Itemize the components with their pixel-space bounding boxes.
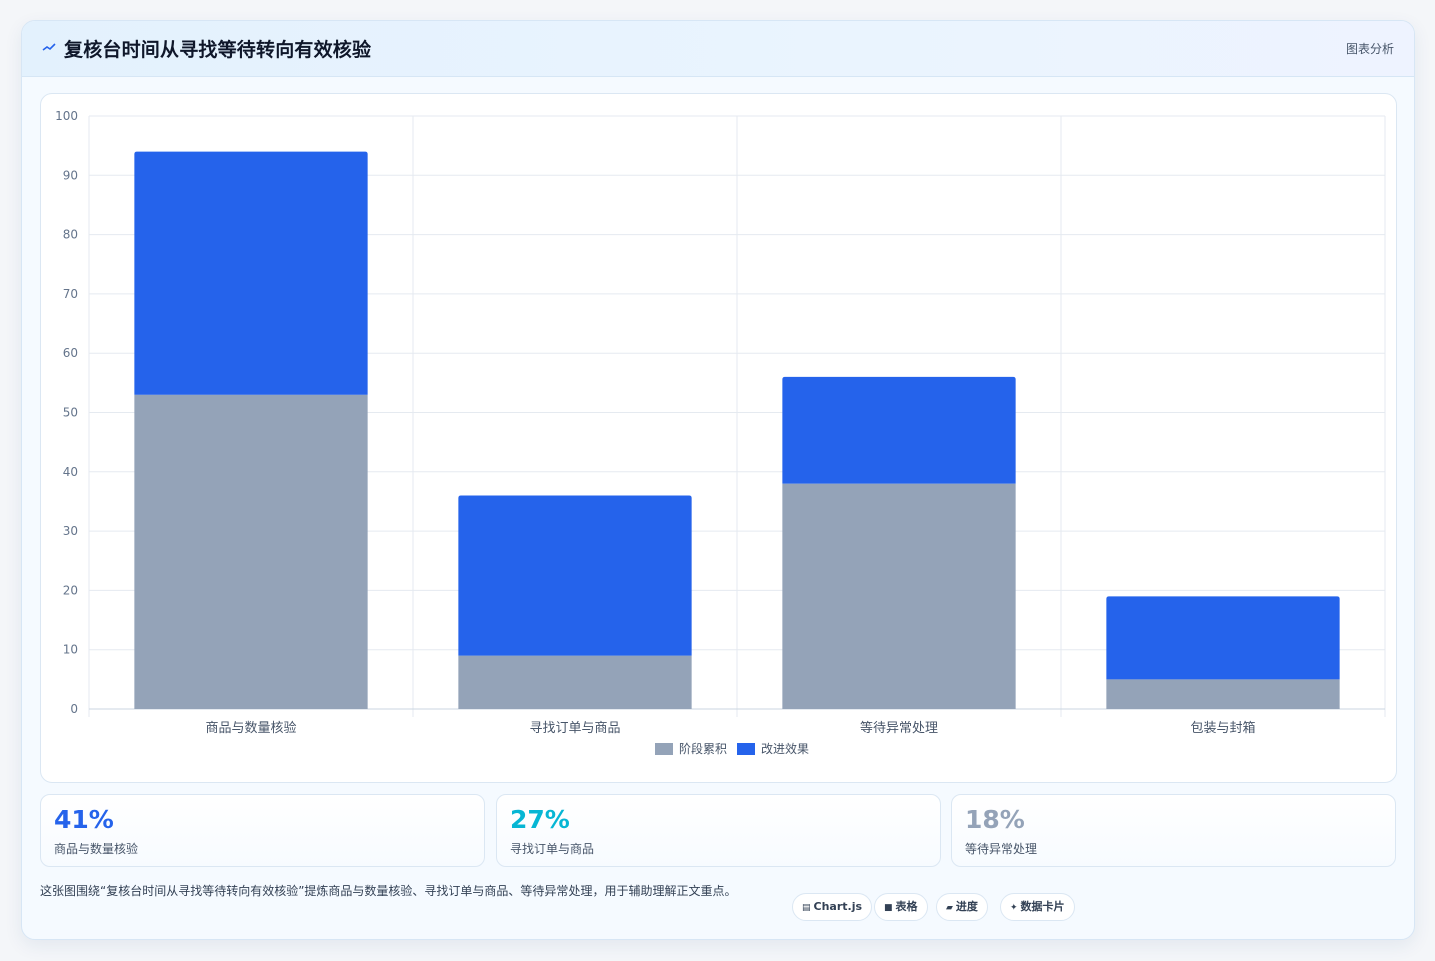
stat-value: 27% bbox=[510, 805, 570, 834]
bar-segment bbox=[782, 376, 1016, 484]
tag-data-cards[interactable]: ✦ 数据卡片 bbox=[1000, 893, 1075, 921]
bar-segment bbox=[1106, 596, 1340, 680]
x-tick-label: 商品与数量核验 bbox=[205, 720, 296, 736]
stat-label: 寻找订单与商品 bbox=[510, 842, 595, 856]
tag-chartjs[interactable]: ▤ Chart.js bbox=[792, 893, 873, 921]
stacked-bar-chart: 0 10 20 30 40 50 60 70 80 90 100 商品与数量核验 寻找订单与商品 等待异常… bbox=[55, 109, 1386, 756]
trend-icon bbox=[42, 43, 56, 51]
card-header: 复核台时间从寻找等待转向有效核验 图表分析 bbox=[22, 21, 1414, 77]
tag-label: Chart.js bbox=[813, 900, 863, 913]
stat-label: 等待异常处理 bbox=[965, 842, 1038, 856]
chart-panel: 0 10 20 30 40 50 60 70 80 90 100 商品与数量核验 寻找订单与商品 等待异常… bbox=[40, 93, 1397, 783]
chart-analysis-tag: 图表分析 bbox=[1345, 42, 1394, 56]
y-tick-label: 50 bbox=[63, 406, 78, 420]
chart-card: 复核台时间从寻找等待转向有效核验 图表分析 0 10 20 30 40 50 60 70 80 9… bbox=[21, 20, 1415, 940]
y-tick-label: 70 bbox=[63, 287, 78, 301]
y-tick-label: 20 bbox=[63, 583, 78, 597]
legend-swatch bbox=[655, 743, 673, 755]
x-tick-label: 等待异常处理 bbox=[860, 720, 938, 736]
x-tick-label: 包装与封箱 bbox=[1190, 720, 1255, 736]
y-tick-label: 0 bbox=[70, 702, 78, 716]
legend-label: 改进效果 bbox=[761, 741, 809, 756]
tag-table[interactable]: ■ 表格 bbox=[874, 893, 928, 921]
bar-segment bbox=[458, 655, 692, 709]
description-note: 这张图围绕“复核台时间从寻找等待转向有效核验”提炼商品与数量核验、寻找订单与商品… bbox=[40, 884, 737, 898]
sparkle-icon: ✦ bbox=[1010, 903, 1018, 913]
tag-progress[interactable]: ▰ 进度 bbox=[936, 893, 988, 921]
bar-segment bbox=[134, 394, 368, 709]
stat-card: 18% 等待异常处理 bbox=[951, 794, 1396, 867]
bar-segment bbox=[782, 483, 1016, 709]
tag-label: 表格 bbox=[895, 900, 918, 913]
stat-value: 18% bbox=[965, 805, 1025, 834]
y-tick-label: 80 bbox=[63, 228, 78, 242]
stat-card: 41% 商品与数量核验 bbox=[40, 794, 485, 867]
y-tick-label: 40 bbox=[63, 465, 78, 479]
chart-icon: ▤ bbox=[802, 903, 811, 913]
tag-label: 数据卡片 bbox=[1020, 900, 1065, 913]
bar-segment bbox=[1106, 679, 1340, 709]
legend-label: 阶段累积 bbox=[679, 741, 727, 756]
x-tick-label: 寻找订单与商品 bbox=[529, 721, 620, 736]
y-tick-label: 60 bbox=[63, 346, 78, 360]
y-tick-label: 90 bbox=[63, 168, 78, 182]
stat-card: 27% 寻找订单与商品 bbox=[496, 794, 941, 867]
legend-swatch bbox=[737, 743, 755, 755]
stat-cards: 41% 商品与数量核验 27% 寻找订单与商品 18% 等待异常处理 bbox=[40, 794, 1397, 867]
y-tick-label: 30 bbox=[63, 524, 78, 538]
stat-value: 41% bbox=[54, 805, 114, 834]
stat-label: 商品与数量核验 bbox=[54, 842, 139, 856]
card-title: 复核台时间从寻找等待转向有效核验 bbox=[64, 39, 372, 61]
table-icon: ■ bbox=[884, 903, 893, 913]
y-tick-label: 10 bbox=[63, 643, 78, 657]
progress-icon: ▰ bbox=[946, 903, 953, 913]
tag-label: 进度 bbox=[955, 900, 978, 913]
bar-segment bbox=[458, 495, 692, 656]
bar-segment bbox=[134, 151, 368, 395]
y-tick-label: 100 bbox=[55, 109, 78, 123]
